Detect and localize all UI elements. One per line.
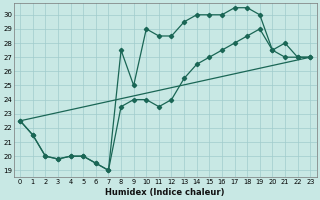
X-axis label: Humidex (Indice chaleur): Humidex (Indice chaleur) — [106, 188, 225, 197]
